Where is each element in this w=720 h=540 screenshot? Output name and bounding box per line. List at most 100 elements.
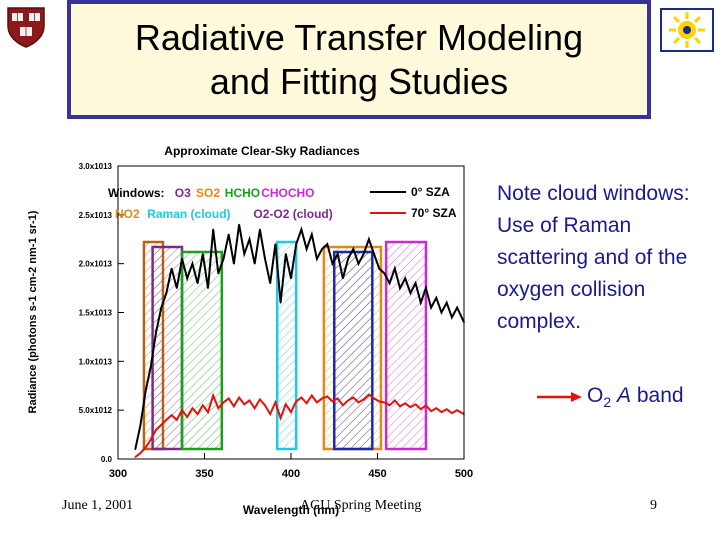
series-point (440, 311, 443, 314)
series-point (362, 398, 365, 401)
series-point (435, 407, 438, 410)
series-point (357, 262, 360, 265)
series-point (399, 405, 401, 408)
series-point (274, 401, 277, 404)
series-point (383, 272, 386, 275)
series-point (279, 301, 282, 304)
series-point (134, 448, 137, 451)
series-point (342, 404, 344, 407)
series-point (207, 411, 209, 413)
radiance-chart-svg: Approximate Clear-Sky Radiances 300 350 40… (18, 136, 478, 520)
legend-window-label: Raman (cloud) (147, 207, 230, 221)
y-tick-label: 1.5x1013 (79, 309, 113, 318)
series-point (155, 331, 157, 333)
y-tick-label: 2.5x1013 (79, 211, 113, 220)
series-point (290, 411, 292, 413)
chart-x-axis-label: Wavelength (nm) (243, 503, 339, 517)
series-point (373, 253, 375, 255)
series-point (409, 292, 412, 294)
y-tick-label: 5.0x1012 (79, 406, 113, 415)
series-point (233, 262, 235, 265)
series-point (264, 404, 266, 407)
series-point (295, 400, 297, 403)
series-point (331, 262, 334, 265)
series-point (378, 267, 381, 270)
footer-page-number: 9 (650, 498, 657, 513)
series-point (144, 389, 147, 392)
series-point (336, 253, 339, 255)
o2-band-suffix: band (631, 383, 684, 407)
series-point (419, 301, 422, 304)
series-point (196, 413, 199, 415)
series-point (399, 287, 401, 289)
series-point (445, 408, 448, 410)
o2-a-band-annotation: O2 A band (535, 382, 684, 412)
series-point (362, 253, 365, 255)
x-tick-label: 400 (282, 468, 300, 480)
x-tick-label: 300 (109, 468, 127, 480)
series-point (201, 404, 204, 407)
series-point (326, 243, 329, 245)
series-point (347, 257, 349, 260)
series-point (269, 282, 272, 284)
series-point (430, 306, 432, 309)
series-point (212, 394, 214, 397)
legend-series-label: 0° SZA (411, 185, 450, 199)
legend-window-label: NO2 (115, 207, 140, 221)
harvard-shield-icon (4, 4, 48, 48)
series-point (300, 396, 303, 399)
series-point (414, 282, 417, 284)
legend-window-label: O2-O2 (cloud) (253, 207, 332, 221)
series-point (435, 297, 438, 299)
series-point (238, 396, 240, 399)
y-tick-label: 0.0 (101, 455, 113, 464)
series-point (425, 404, 427, 407)
series-point (368, 393, 370, 396)
legend-window-label: Windows: (108, 186, 165, 200)
series-point (373, 397, 375, 400)
chart-y-axis-label: Radiance (photons s-1 cm-2 nm-1 sr-1) (27, 210, 39, 413)
window-chocho (384, 240, 428, 451)
series-point (295, 243, 297, 245)
legend-window-label: HCHO (225, 186, 260, 200)
series-point (212, 228, 214, 231)
series-point (259, 398, 261, 401)
series-point (305, 248, 308, 250)
series-point (383, 401, 386, 404)
legend-window-label: SO2 (196, 186, 220, 200)
series-point (227, 233, 230, 236)
series-point (201, 253, 204, 255)
series-point (321, 248, 323, 250)
series-point (196, 282, 199, 284)
series-point (316, 257, 318, 260)
series-point (279, 417, 282, 419)
series-point (404, 402, 406, 405)
footer-meeting: AGU Spring Meeting (300, 498, 422, 513)
series-point (269, 413, 272, 415)
series-point (310, 394, 313, 397)
right-arrow-icon (537, 392, 582, 402)
series-point (326, 395, 329, 398)
series-point (352, 248, 355, 250)
x-tick-label: 500 (455, 468, 473, 480)
o2-a-band-label: O2 A band (587, 384, 684, 410)
series-point (409, 406, 412, 409)
series-point (352, 396, 355, 399)
series-point (217, 407, 220, 410)
series-point (316, 401, 318, 404)
slide-title-box: Radiative Transfer Modeling and Fitting … (67, 0, 651, 119)
series-point (134, 456, 137, 458)
series-point (160, 306, 163, 309)
window-o2-o2-cloud- (333, 250, 374, 451)
slide-title-line-2: and Fitting Studies (209, 60, 509, 102)
series-point (394, 267, 396, 270)
series-point (368, 238, 370, 241)
series-point (207, 287, 209, 289)
series-point (191, 407, 194, 410)
series-point (155, 428, 157, 431)
series-point (388, 404, 391, 407)
series-point (181, 257, 183, 260)
series-point (259, 228, 261, 231)
x-tick-label: 350 (195, 468, 213, 480)
series-point (253, 407, 256, 410)
